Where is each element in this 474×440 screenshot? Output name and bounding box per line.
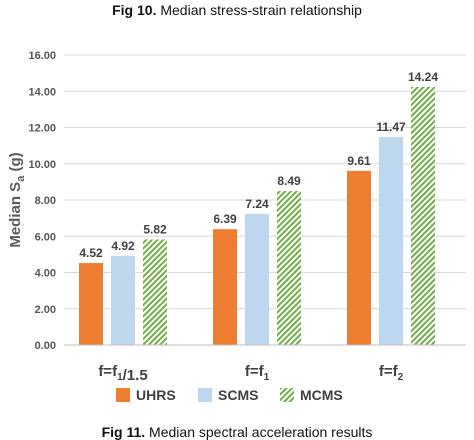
data-label: 6.39	[213, 212, 237, 226]
caption-bottom-label: Fig 11.	[101, 424, 146, 440]
data-label: 4.52	[79, 246, 103, 260]
data-label: 8.49	[277, 174, 301, 188]
cat-label-part: f	[259, 363, 265, 380]
y-axis-ticks: 0.00 2.00 4.00 6.00 8.00 10.00 12.00 14.00 16.00	[28, 50, 56, 352]
caption-top-text: Median stress-strain relationship	[156, 2, 362, 18]
bar-mcms	[411, 86, 435, 346]
bar-uhrs	[79, 263, 103, 345]
x-category-label: f=f2	[379, 363, 404, 383]
legend-swatch-scms	[198, 388, 212, 402]
y-tick-label: 8.00	[35, 195, 56, 207]
figure-caption-top: Fig 10. Median stress-strain relationshi…	[0, 2, 474, 18]
cat-label-part: f=	[379, 363, 393, 380]
figure-caption-bottom: Fig 11. Median spectral acceleration res…	[0, 424, 474, 440]
bar-uhrs	[347, 170, 371, 345]
bar-scms	[379, 137, 403, 345]
x-category-label: f=f1	[245, 363, 270, 383]
y-axis-label-unit: (g)	[7, 152, 24, 175]
y-axis-label: Median Sa (g)	[7, 152, 27, 247]
bars	[64, 86, 466, 346]
cat-label-subscript: 1	[117, 372, 123, 383]
cat-label-part: /1.5	[123, 367, 148, 384]
x-axis-categories: f=f1/1.5 f=f1 f=f2	[98, 363, 403, 384]
legend-swatch-mcms	[280, 388, 294, 402]
legend: UHRS SCMS MCMS	[116, 387, 343, 403]
data-label: 7.24	[245, 197, 269, 211]
legend-label: SCMS	[218, 387, 258, 403]
data-label: 5.82	[143, 223, 167, 237]
bar-scms	[245, 213, 269, 345]
caption-bottom-text: Median spectral acceleration results	[145, 424, 373, 440]
bar-mcms	[143, 239, 167, 345]
cat-label-subscript: 1	[264, 372, 270, 383]
caption-top-label: Fig 10.	[112, 2, 157, 18]
cat-label-part: f	[112, 363, 118, 380]
y-tick-label: 2.00	[35, 304, 56, 316]
data-labels: 4.52 4.92 5.82 6.39 7.24 8.49 9.61 11.47 14.24	[79, 70, 438, 260]
y-axis-label-sub: a	[15, 175, 27, 182]
cat-label-part: f	[393, 363, 399, 380]
y-tick-label: 14.00	[28, 86, 56, 98]
cat-label-subscript: 2	[398, 372, 404, 383]
y-tick-label: 16.00	[28, 50, 56, 62]
bar-mcms	[277, 191, 301, 345]
cat-label-part: f=	[245, 363, 259, 380]
y-tick-label: 0.00	[35, 340, 56, 352]
data-label: 14.24	[408, 70, 438, 84]
y-tick-label: 6.00	[35, 231, 56, 243]
data-label: 9.61	[347, 154, 371, 168]
legend-swatch-uhrs	[116, 388, 130, 402]
cat-label-part: f=	[98, 363, 112, 380]
y-axis-label-main: Median S	[7, 182, 24, 248]
y-tick-label: 4.00	[35, 268, 56, 280]
data-label: 4.92	[111, 239, 135, 253]
data-label: 11.47	[376, 120, 406, 134]
x-category-label: f=f1/1.5	[98, 363, 147, 384]
bar-uhrs	[213, 229, 237, 345]
legend-label: MCMS	[300, 387, 343, 403]
bar-scms	[111, 255, 135, 345]
legend-label: UHRS	[136, 387, 176, 403]
y-tick-label: 12.00	[28, 123, 56, 135]
y-tick-label: 10.00	[28, 159, 56, 171]
